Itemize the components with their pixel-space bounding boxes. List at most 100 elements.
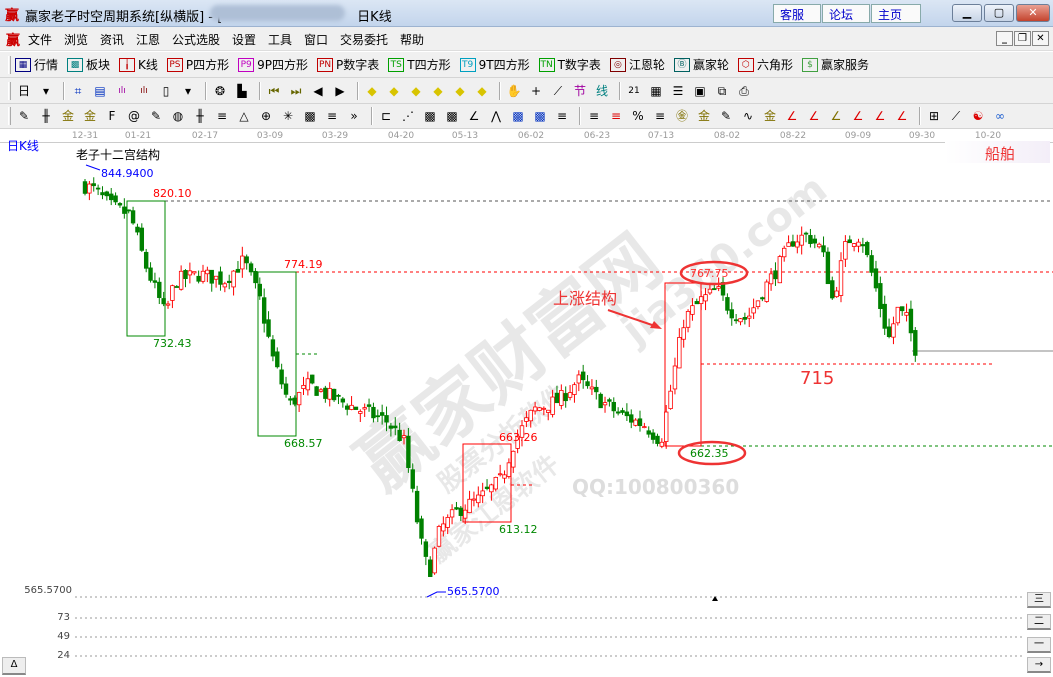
fan-icon[interactable]: ⋰ (402, 109, 414, 123)
close-button[interactable]: ✕ (1016, 4, 1050, 22)
gold-lines-icon[interactable]: 金 (61, 109, 74, 123)
pencil-tool-icon[interactable]: ✎ (720, 109, 732, 123)
percent-slash-icon[interactable]: ≡ (610, 109, 622, 123)
square-fan2-icon[interactable]: ▩ (446, 109, 458, 123)
percent-lines-icon[interactable]: ≡ (654, 109, 666, 123)
yellow-expand-icon[interactable]: ◆ (477, 83, 487, 98)
yellow-right-icon[interactable]: ◆ (389, 83, 399, 98)
f-angle-icon[interactable]: ∠ (808, 109, 820, 123)
toolbar-button[interactable]: ▩ 板块 (67, 56, 110, 73)
scale-button-2[interactable]: 二 (1027, 614, 1051, 630)
toolbar-button[interactable]: $ 赢家服务 (801, 56, 869, 73)
target-icon[interactable]: ⊕ (260, 109, 272, 123)
candle-type-icon[interactable]: ▯ (162, 83, 170, 98)
line-style-icon[interactable]: 线 (595, 83, 608, 98)
toolbar-grip[interactable] (8, 55, 11, 74)
gold-level-icon[interactable]: 金 (697, 109, 710, 123)
yellow-v-icon[interactable]: ◆ (433, 83, 443, 98)
dropdown-icon[interactable]: ▾ (42, 83, 50, 98)
calculator-icon[interactable]: ▦ (650, 83, 662, 98)
bars3-icon[interactable]: ılı (118, 85, 126, 96)
box-icon[interactable]: ⊏ (380, 109, 392, 123)
node-icon[interactable]: 节 (573, 83, 586, 98)
gold-circle-icon[interactable]: ㊎ (675, 109, 688, 123)
histogram-icon[interactable]: ▙ (237, 83, 247, 98)
hash-lines-icon[interactable]: ╫ (196, 109, 204, 123)
grid-box-icon[interactable]: ▩ (534, 109, 546, 123)
menu-item[interactable]: 交易委托 (340, 33, 389, 47)
j-angle-icon[interactable]: ∠ (786, 109, 798, 123)
mdi-close-button[interactable]: ✕ (1032, 31, 1049, 46)
scale-button-3[interactable]: 三 (1027, 592, 1051, 608)
toolbar-button[interactable]: P9 9P四方形 (238, 56, 308, 73)
toolbar-grip[interactable] (8, 81, 11, 100)
menu-app-icon[interactable]: 赢 (6, 33, 20, 49)
calendar-icon[interactable]: 21 (628, 85, 640, 96)
clipboard-icon[interactable]: ▤ (94, 83, 106, 98)
circle-scale-icon[interactable]: ◍ (172, 109, 184, 123)
menu-item[interactable]: 文件 (28, 33, 53, 47)
menu-item[interactable]: 公式选股 (172, 33, 221, 47)
pen-icon[interactable]: ✎ (18, 109, 30, 123)
toolbar-button[interactable]: ◎ 江恩轮 (609, 56, 665, 73)
toolbar-button[interactable]: PN P数字表 (317, 56, 379, 73)
spiral-icon[interactable]: @ (128, 109, 140, 123)
n2-icon[interactable]: ≡ (216, 109, 228, 123)
yellow-left-icon[interactable]: ◆ (367, 83, 377, 98)
brain-icon[interactable]: ❂ (214, 83, 226, 98)
si-angle-icon[interactable]: ∠ (896, 109, 908, 123)
next-icon[interactable]: ▶ (335, 83, 345, 98)
customer-service-link[interactable]: 客服 (773, 4, 821, 23)
menu-item[interactable]: 工具 (268, 33, 293, 47)
mdi-minimize-button[interactable]: _ (996, 31, 1013, 46)
forum-link[interactable]: 论坛 (822, 4, 870, 23)
gold-angle-icon[interactable]: ∠ (830, 109, 842, 123)
yin-yang-icon[interactable]: ☯ (972, 109, 984, 123)
notes-icon[interactable]: ☰ (672, 83, 684, 98)
grid-icon[interactable]: ⌗ (74, 83, 82, 98)
menu-item[interactable]: 江恩 (136, 33, 161, 47)
percent-icon[interactable]: % (632, 109, 644, 123)
table-grid-icon[interactable]: ⊞ (928, 109, 940, 123)
ying-angle-icon[interactable]: ∠ (874, 109, 886, 123)
diagonal-icon[interactable]: ≡ (556, 109, 568, 123)
pen2-icon[interactable]: ✎ (150, 109, 162, 123)
first-icon[interactable]: ⏮ (268, 83, 280, 98)
toolbar-button[interactable]: T9 9T四方形 (459, 56, 530, 73)
crosshair-icon[interactable]: + (530, 83, 542, 98)
yellow-cross-icon[interactable]: ◆ (455, 83, 465, 98)
printer-icon[interactable]: ⎙ (739, 83, 749, 98)
triangle-icon[interactable]: △ (239, 109, 249, 123)
zigzag-icon[interactable]: ⋀ (491, 109, 501, 123)
homepage-link[interactable]: 主页 (871, 4, 921, 23)
toolbar-grip[interactable] (8, 107, 11, 125)
more-icon[interactable]: » (350, 109, 358, 123)
channel-icon[interactable]: ≡ (326, 109, 338, 123)
prev-icon[interactable]: ◀ (313, 83, 323, 98)
parallel-lines-icon[interactable]: ╫ (42, 109, 50, 123)
menu-item[interactable]: 资讯 (100, 33, 125, 47)
menu-item[interactable]: 帮助 (400, 33, 425, 47)
toolbar-button[interactable]: TS T四方形 (388, 56, 451, 73)
toolbar-button[interactable]: ╽ K线 (119, 56, 158, 73)
square-grid-icon[interactable]: ▩ (304, 109, 316, 123)
square-fan-icon[interactable]: ▩ (424, 109, 436, 123)
maximize-button[interactable]: ▢ (984, 4, 1014, 22)
save-icon[interactable]: ▣ (694, 83, 706, 98)
network-icon[interactable]: ⧉ (717, 83, 727, 98)
infinity-icon[interactable]: ∞ (995, 109, 1005, 123)
line-draw-icon[interactable]: ⟋ (553, 83, 563, 98)
toolbar-button[interactable]: PS P四方形 (166, 56, 229, 73)
mdi-restore-button[interactable]: ❐ (1014, 31, 1031, 46)
scroll-right-button[interactable]: → (1027, 657, 1051, 673)
gold-icon[interactable]: 金 (763, 109, 776, 123)
toolbar-button[interactable]: Ⓑ 赢家轮 (673, 56, 729, 73)
minimize-button[interactable]: ▁ (952, 4, 982, 22)
menu-item[interactable]: 设置 (232, 33, 257, 47)
gold-lines2-icon[interactable]: 金 (83, 109, 96, 123)
menu-item[interactable]: 窗口 (304, 33, 329, 47)
toolbar-button[interactable]: ▦ 行情 (15, 56, 58, 73)
shen-angle-icon[interactable]: ∠ (852, 109, 864, 123)
period-day-icon[interactable]: 日 (17, 83, 30, 98)
